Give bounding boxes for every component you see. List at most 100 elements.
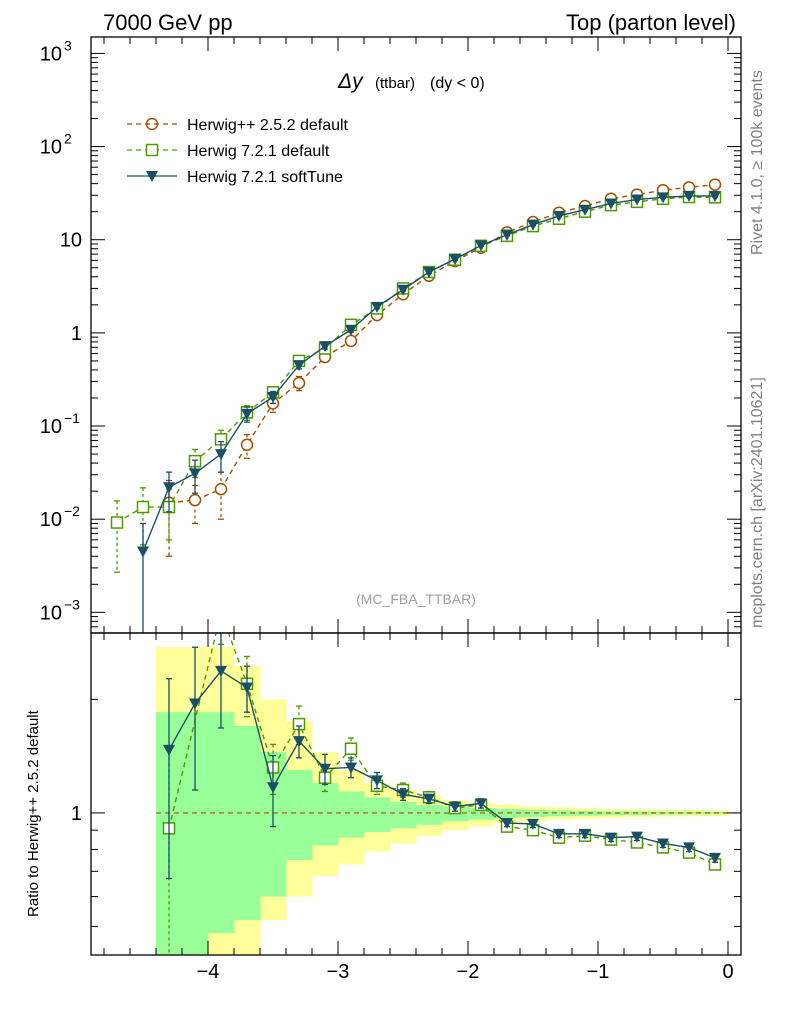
legend-marker-circle (145, 117, 159, 131)
data-point-square (344, 742, 358, 755)
data-point-triangle (371, 301, 383, 313)
uncertainty-band-green (312, 783, 339, 846)
mcplots-label: mcplots.cern.ch [arXiv:2401.10621] (749, 377, 766, 628)
data-point-square (136, 500, 150, 514)
series-line (168, 183, 716, 504)
legend-label-herwig-721-default: Herwig 7.2.1 default (187, 143, 330, 160)
series-line (168, 669, 716, 859)
legend-label-herwigpp-252: Herwig++ 2.5.2 default (187, 117, 349, 134)
uncertainty-band-green (234, 726, 261, 921)
y-tick-label: 10 (40, 137, 62, 159)
uncertainty-band-green (364, 797, 391, 833)
x-tick-label: −3 (327, 961, 350, 983)
x-tick-label: −4 (197, 961, 220, 983)
data-point-triangle (423, 793, 435, 805)
data-point-triangle (189, 468, 201, 480)
data-point-triangle (475, 240, 487, 252)
data-point-triangle (553, 210, 565, 222)
header-right: Top (parton level) (566, 10, 736, 35)
analysis-annotation: (MC_FBA_TTBAR) (356, 591, 476, 607)
rivet-version-label: Rivet 4.1.0, ≥ 100k events (749, 70, 766, 255)
data-point-circle (188, 493, 202, 507)
uncertainty-band-green (468, 808, 495, 820)
y-tick-exponent: −2 (64, 503, 80, 519)
data-point-triangle (137, 546, 149, 558)
uncertainty-band-green (338, 791, 365, 838)
data-point-triangle (267, 782, 279, 794)
data-point-triangle (579, 204, 591, 216)
data-point-triangle (605, 832, 617, 844)
data-point-circle (214, 482, 228, 496)
y-tick-exponent: 3 (64, 37, 72, 53)
ratio-series-layer (162, 633, 722, 955)
data-point-circle (240, 438, 254, 451)
uncertainty-band-green (572, 810, 599, 816)
y-tick-exponent: −1 (64, 410, 80, 426)
plot-title-suffix: (ttbar) (375, 75, 415, 92)
data-point-triangle (293, 736, 305, 748)
data-point-triangle (475, 798, 487, 810)
x-tick-label: 0 (722, 961, 733, 983)
legend-entry-herwig-721-default: Herwig 7.2.1 default (127, 143, 330, 160)
data-point-triangle (631, 194, 643, 206)
y-tick-label: 10 (40, 416, 62, 438)
data-point-triangle (215, 449, 227, 461)
ratio-plot-panel: −4 −3 −2 −1 0 1 Ratio to Herwig++ 2.5.2 defau… (25, 632, 742, 983)
data-point-triangle (709, 190, 721, 202)
ratio-plot-frame (90, 632, 742, 956)
main-series-layer (110, 178, 722, 633)
data-point-triangle (163, 744, 175, 756)
data-point-triangle (397, 789, 409, 801)
data-point-triangle (345, 762, 357, 774)
data-point-triangle (631, 831, 643, 843)
data-point-triangle (397, 284, 409, 296)
data-point-triangle (683, 842, 695, 854)
plot-title: Δy (337, 70, 364, 93)
ratio-axes: −4 −3 −2 −1 0 1 (71, 632, 741, 983)
data-point-triangle (319, 763, 331, 775)
data-point-triangle (579, 828, 591, 840)
data-point-triangle (267, 391, 279, 403)
plot-subtitle: (dy < 0) (430, 75, 485, 92)
data-point-triangle (683, 190, 695, 202)
data-point-triangle (449, 801, 461, 813)
uncertainty-band-green (286, 769, 313, 861)
data-point-triangle (371, 775, 383, 787)
data-point-triangle (657, 192, 669, 204)
data-point-triangle (553, 828, 565, 840)
y-tick-exponent: −3 (64, 596, 80, 612)
y-tick-label: 10 (60, 230, 82, 252)
data-point-square (110, 516, 124, 529)
uncertainty-band-green (546, 810, 573, 817)
data-point-triangle (605, 198, 617, 210)
y-tick-label: 10 (40, 602, 62, 624)
data-point-triangle (345, 324, 357, 336)
data-point-triangle (163, 482, 175, 494)
data-point-circle (344, 334, 358, 348)
y-tick-exponent: 2 (64, 131, 72, 147)
legend-label-herwig-721-softtune: Herwig 7.2.1 softTune (187, 169, 343, 186)
data-point-triangle (527, 219, 539, 231)
legend-entry-herwigpp-252: Herwig++ 2.5.2 default (127, 117, 349, 134)
legend-marker-triangle (146, 171, 158, 182)
data-point-triangle (423, 267, 435, 279)
uncertainty-band-green (390, 801, 417, 829)
ratio-y-tick-label: 1 (71, 803, 82, 825)
uncertainty-band-green (208, 712, 235, 934)
y-tick-label: 10 (40, 509, 62, 531)
data-point-triangle (293, 360, 305, 372)
data-point-triangle (527, 818, 539, 830)
y-tick-label: 10 (40, 43, 62, 65)
data-point-triangle (449, 254, 461, 266)
data-point-triangle (501, 229, 513, 241)
uncertainty-band-green (416, 804, 443, 825)
data-point-triangle (319, 341, 331, 353)
x-tick-label: −2 (457, 961, 480, 983)
ratio-ylabel: Ratio to Herwig++ 2.5.2 default (25, 709, 42, 917)
uncertainty-band-green (520, 809, 547, 818)
data-point-triangle (657, 838, 669, 850)
x-tick-label: −1 (587, 961, 610, 983)
